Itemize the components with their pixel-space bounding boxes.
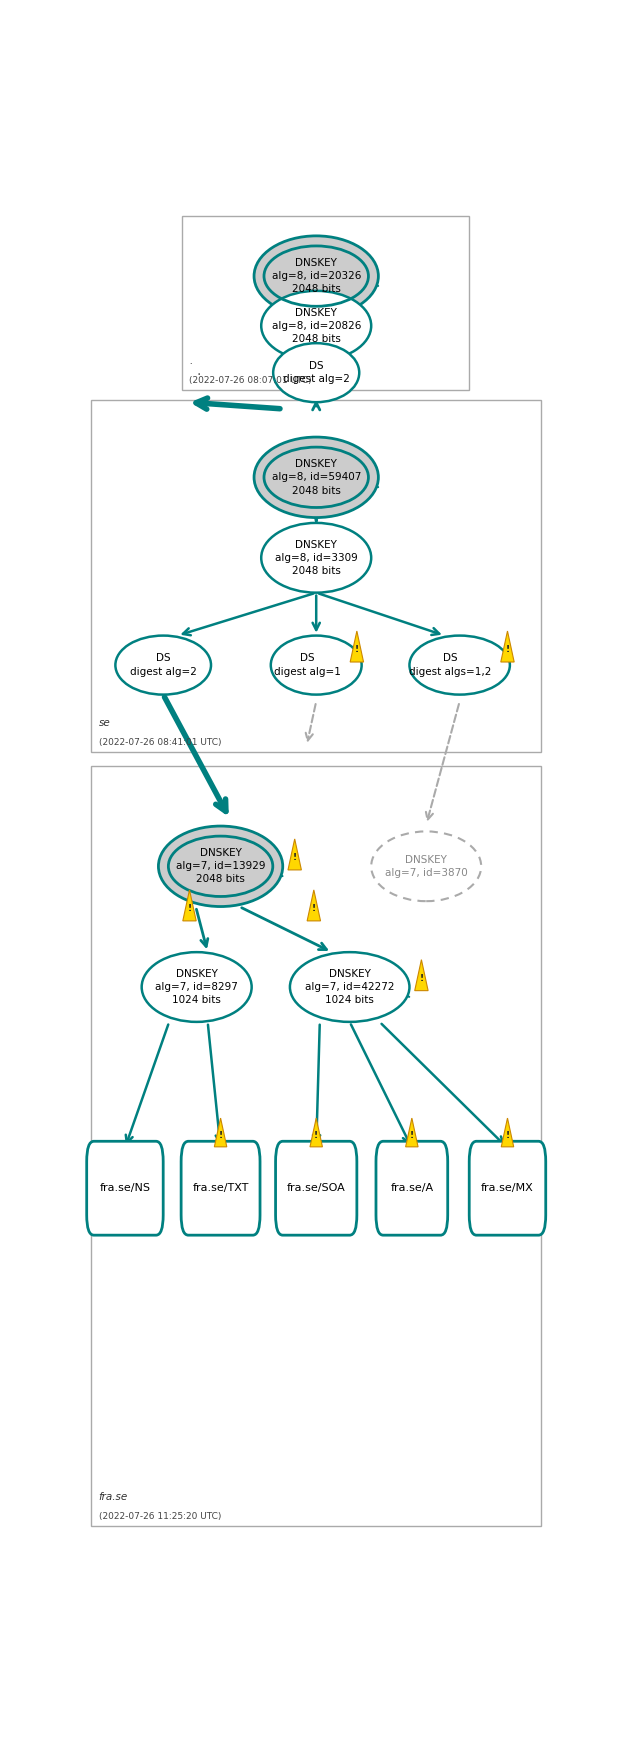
Text: fra.se/NS: fra.se/NS — [99, 1183, 151, 1193]
Text: !: ! — [188, 904, 191, 913]
Polygon shape — [501, 1118, 514, 1146]
Bar — [91, 766, 541, 1526]
Text: DNSKEY
alg=8, id=59407
2048 bits: DNSKEY alg=8, id=59407 2048 bits — [271, 460, 361, 495]
Text: .: . — [189, 355, 193, 366]
Polygon shape — [501, 631, 514, 662]
Text: !: ! — [292, 854, 297, 862]
Text: DS
digest alg=2: DS digest alg=2 — [130, 653, 197, 676]
Text: DNSKEY
alg=7, id=8297
1024 bits: DNSKEY alg=7, id=8297 1024 bits — [155, 969, 238, 1005]
FancyBboxPatch shape — [276, 1141, 357, 1235]
Text: (2022-07-26 11:25:20 UTC): (2022-07-26 11:25:20 UTC) — [99, 1512, 221, 1521]
FancyBboxPatch shape — [86, 1141, 163, 1235]
Text: fra.se/TXT: fra.se/TXT — [193, 1183, 249, 1193]
Ellipse shape — [371, 831, 481, 901]
Ellipse shape — [271, 636, 362, 695]
Text: DNSKEY
alg=7, id=13929
2048 bits: DNSKEY alg=7, id=13929 2048 bits — [176, 848, 265, 885]
Text: DNSKEY
alg=8, id=20826
2048 bits: DNSKEY alg=8, id=20826 2048 bits — [271, 308, 361, 343]
Polygon shape — [183, 890, 196, 922]
Text: DNSKEY
alg=7, id=42272
1024 bits: DNSKEY alg=7, id=42272 1024 bits — [305, 969, 394, 1005]
Ellipse shape — [410, 636, 510, 695]
FancyBboxPatch shape — [181, 1141, 260, 1235]
Polygon shape — [415, 960, 428, 991]
Text: !: ! — [410, 1131, 414, 1139]
Text: DNSKEY
alg=8, id=20326
2048 bits: DNSKEY alg=8, id=20326 2048 bits — [271, 258, 361, 294]
Text: DNSKEY
alg=7, id=3870: DNSKEY alg=7, id=3870 — [385, 855, 468, 878]
Text: fra.se/A: fra.se/A — [391, 1183, 433, 1193]
Text: !: ! — [355, 645, 359, 655]
Ellipse shape — [273, 343, 359, 402]
Polygon shape — [307, 890, 320, 922]
Text: DS
digest algs=1,2: DS digest algs=1,2 — [409, 653, 491, 676]
FancyBboxPatch shape — [376, 1141, 448, 1235]
Text: !: ! — [314, 1131, 318, 1139]
Text: !: ! — [505, 1131, 510, 1139]
Text: DS
digest alg=1: DS digest alg=1 — [274, 653, 341, 676]
Text: DS
digest alg=2: DS digest alg=2 — [283, 361, 350, 385]
Text: .: . — [197, 364, 201, 378]
Ellipse shape — [142, 953, 252, 1023]
Bar — [183, 216, 470, 390]
Text: (2022-07-26 08:07:01 UTC): (2022-07-26 08:07:01 UTC) — [189, 376, 312, 385]
Text: DNSKEY
alg=8, id=3309
2048 bits: DNSKEY alg=8, id=3309 2048 bits — [275, 540, 358, 577]
Polygon shape — [350, 631, 363, 662]
Polygon shape — [214, 1118, 227, 1146]
Text: fra.se/SOA: fra.se/SOA — [287, 1183, 346, 1193]
Ellipse shape — [290, 953, 410, 1023]
Text: !: ! — [218, 1131, 223, 1139]
Ellipse shape — [261, 291, 371, 361]
Text: fra.se: fra.se — [99, 1493, 128, 1502]
Text: se: se — [99, 718, 110, 728]
Text: !: ! — [420, 974, 423, 982]
Ellipse shape — [254, 235, 378, 317]
Ellipse shape — [254, 437, 378, 517]
Text: fra.se/MX: fra.se/MX — [481, 1183, 534, 1193]
Text: !: ! — [312, 904, 316, 913]
Text: (2022-07-26 08:41:01 UTC): (2022-07-26 08:41:01 UTC) — [99, 739, 221, 747]
Text: !: ! — [505, 645, 510, 655]
Polygon shape — [310, 1118, 323, 1146]
Polygon shape — [288, 840, 301, 869]
FancyBboxPatch shape — [470, 1141, 545, 1235]
Ellipse shape — [261, 523, 371, 592]
Ellipse shape — [159, 826, 283, 906]
Bar — [91, 399, 541, 753]
Polygon shape — [405, 1118, 418, 1146]
Ellipse shape — [115, 636, 211, 695]
